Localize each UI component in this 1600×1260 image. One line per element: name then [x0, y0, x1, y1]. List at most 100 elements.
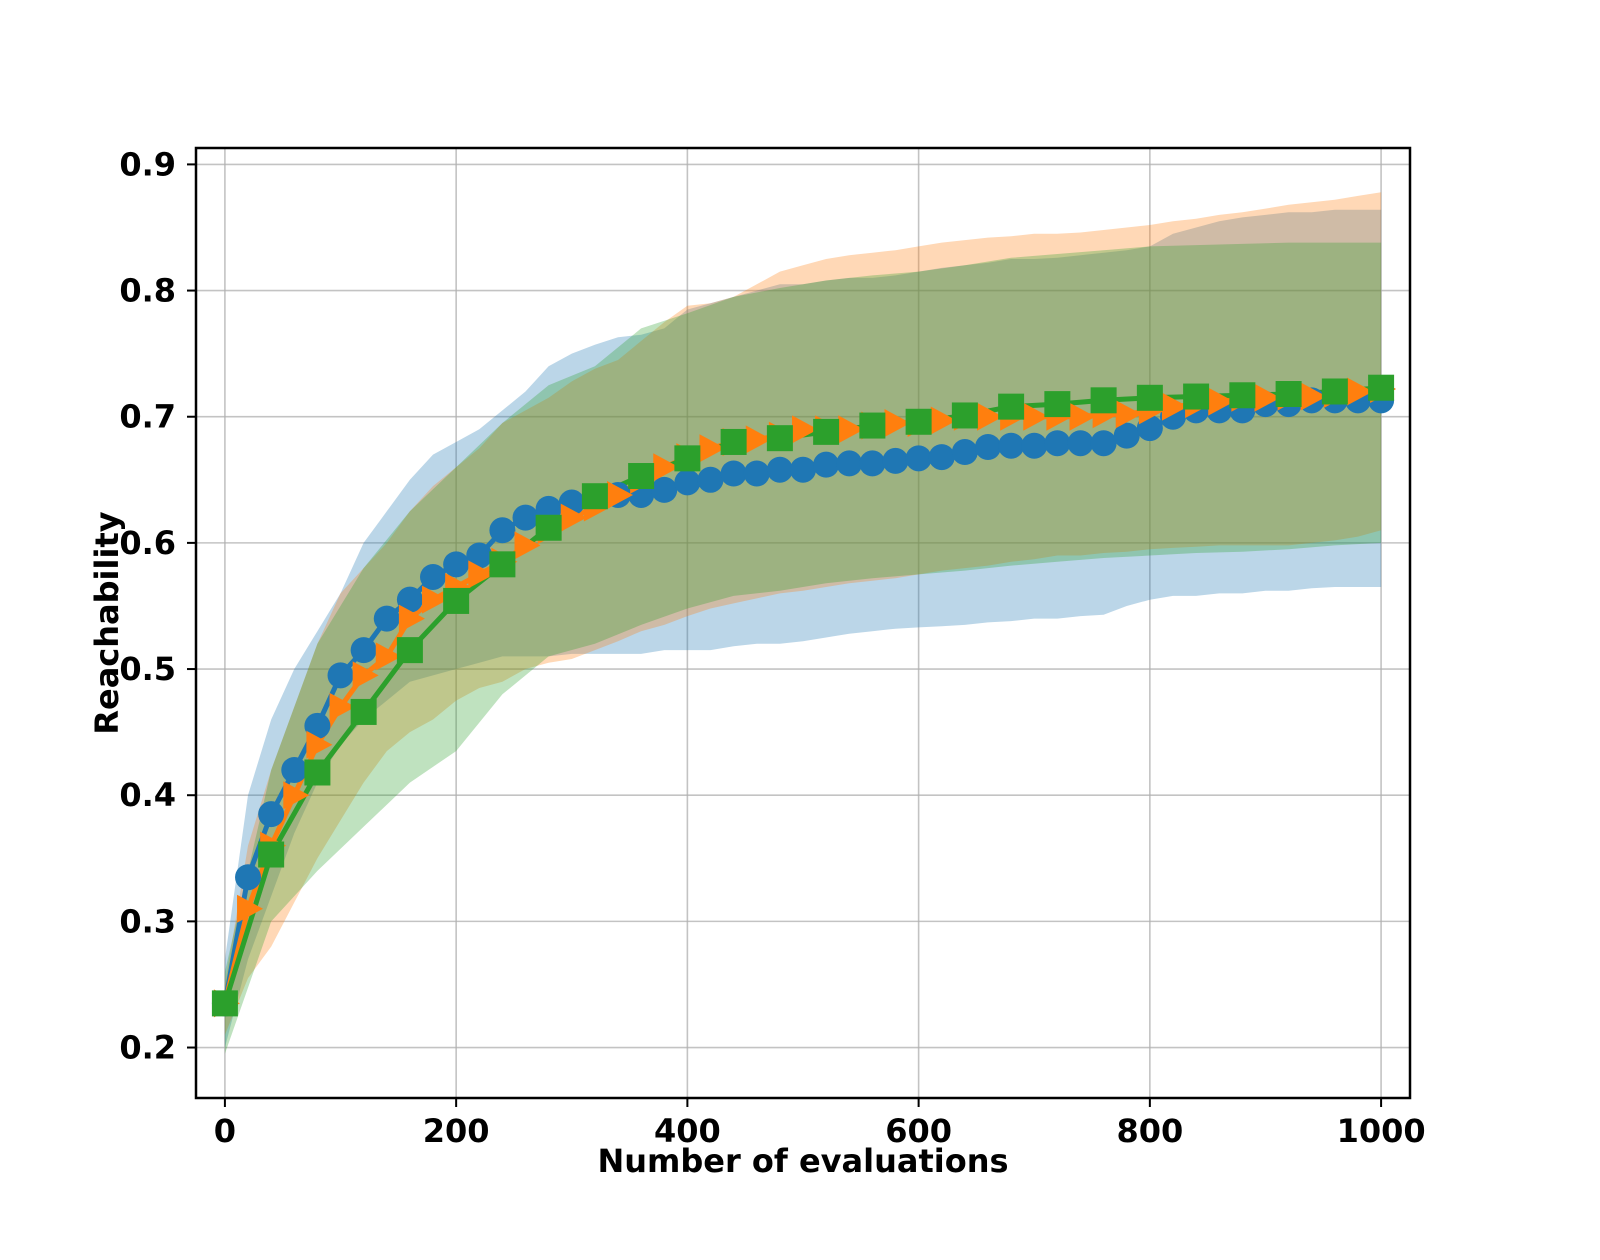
point-green	[1136, 384, 1163, 411]
point-green	[1044, 391, 1071, 418]
plot-frame	[194, 146, 1412, 1100]
point-blue	[651, 476, 678, 503]
point-blue	[951, 439, 978, 466]
point-orange	[514, 531, 541, 560]
point-blue	[882, 447, 909, 474]
point-green	[211, 990, 238, 1017]
point-blue	[1044, 430, 1071, 457]
y-tick-label: 0.2	[119, 1029, 176, 1067]
point-blue	[235, 864, 262, 891]
point-blue	[836, 450, 863, 477]
point-green	[1183, 383, 1210, 410]
point-green	[1368, 374, 1395, 401]
point-orange	[1069, 402, 1096, 431]
point-blue	[998, 432, 1025, 459]
point-blue	[743, 460, 770, 487]
point-green	[350, 698, 377, 725]
y-tick-label: 0.9	[119, 145, 176, 183]
x-tick-label: 600	[885, 1112, 952, 1150]
point-orange	[976, 402, 1003, 431]
point-orange	[607, 480, 634, 509]
point-orange	[1023, 402, 1050, 431]
point-orange	[838, 415, 865, 444]
point-orange	[237, 894, 264, 923]
point-green	[998, 393, 1025, 420]
point-blue	[1090, 430, 1117, 457]
y-tick-label: 0.3	[119, 902, 176, 940]
point-orange	[884, 409, 911, 438]
point-green	[258, 841, 285, 868]
x-tick-label: 400	[654, 1112, 721, 1150]
point-green	[443, 587, 470, 614]
point-blue	[443, 551, 470, 578]
point-blue	[327, 662, 354, 689]
point-green	[304, 759, 331, 786]
point-blue	[766, 456, 793, 483]
point-orange	[398, 604, 425, 633]
point-orange	[468, 560, 495, 589]
point-blue	[720, 460, 747, 487]
point-green	[813, 418, 840, 445]
point-blue	[1067, 430, 1094, 457]
point-orange	[1300, 382, 1327, 411]
y-axis-label: Reachability	[88, 511, 126, 734]
point-blue	[1021, 432, 1048, 459]
point-orange	[352, 661, 379, 690]
point-orange	[306, 730, 333, 759]
point-orange	[653, 453, 680, 482]
point-green	[859, 412, 886, 439]
point-orange	[930, 406, 957, 435]
y-tick-label: 0.8	[119, 272, 176, 310]
x-tick-label: 200	[423, 1112, 490, 1150]
point-green	[951, 402, 978, 429]
point-green	[581, 483, 608, 510]
point-green	[1321, 378, 1348, 405]
point-orange	[792, 415, 818, 444]
point-green	[720, 428, 747, 455]
point-blue	[928, 444, 955, 471]
point-green	[1229, 382, 1256, 409]
axis-ticks: 0 200 400 600 800 1000 0.2 0.3 0.4 0.5 0.6 0.7 0.8 0.…	[119, 145, 1425, 1150]
point-green	[535, 514, 562, 541]
point-green	[1275, 381, 1302, 408]
point-blue	[974, 434, 1001, 461]
point-green	[489, 551, 516, 578]
point-blue	[674, 469, 701, 496]
point-orange	[283, 781, 310, 810]
point-orange	[699, 434, 726, 463]
point-orange	[329, 692, 356, 721]
point-green	[766, 425, 793, 452]
point-blue	[905, 445, 932, 472]
point-orange	[1254, 383, 1281, 412]
point-orange	[1115, 400, 1142, 429]
x-tick-label: 0	[214, 1112, 236, 1150]
x-tick-label: 1000	[1337, 1112, 1426, 1150]
point-green	[905, 408, 932, 435]
point-blue	[697, 466, 724, 493]
point-blue	[258, 801, 285, 828]
point-blue	[1113, 422, 1140, 449]
x-tick-label: 800	[1116, 1112, 1183, 1150]
point-green	[674, 445, 701, 472]
y-tick-label: 0.6	[119, 524, 176, 562]
y-tick-label: 0.4	[119, 776, 176, 814]
point-blue	[281, 756, 308, 783]
point-blue	[489, 517, 516, 544]
point-blue	[466, 542, 493, 569]
series-markers	[211, 374, 1397, 1018]
band-blue	[224, 209, 1382, 1048]
point-blue	[396, 586, 423, 613]
point-blue	[304, 712, 331, 739]
point-blue	[512, 504, 539, 531]
point-orange	[1346, 377, 1373, 406]
point-blue	[813, 451, 840, 478]
point-orange	[1161, 392, 1188, 421]
point-orange	[560, 503, 587, 532]
point-blue	[350, 637, 377, 664]
point-green	[1090, 387, 1117, 414]
point-orange	[375, 642, 402, 671]
grid-lines	[196, 148, 1410, 1098]
y-tick-label: 0.5	[119, 650, 176, 688]
point-green	[396, 637, 423, 664]
